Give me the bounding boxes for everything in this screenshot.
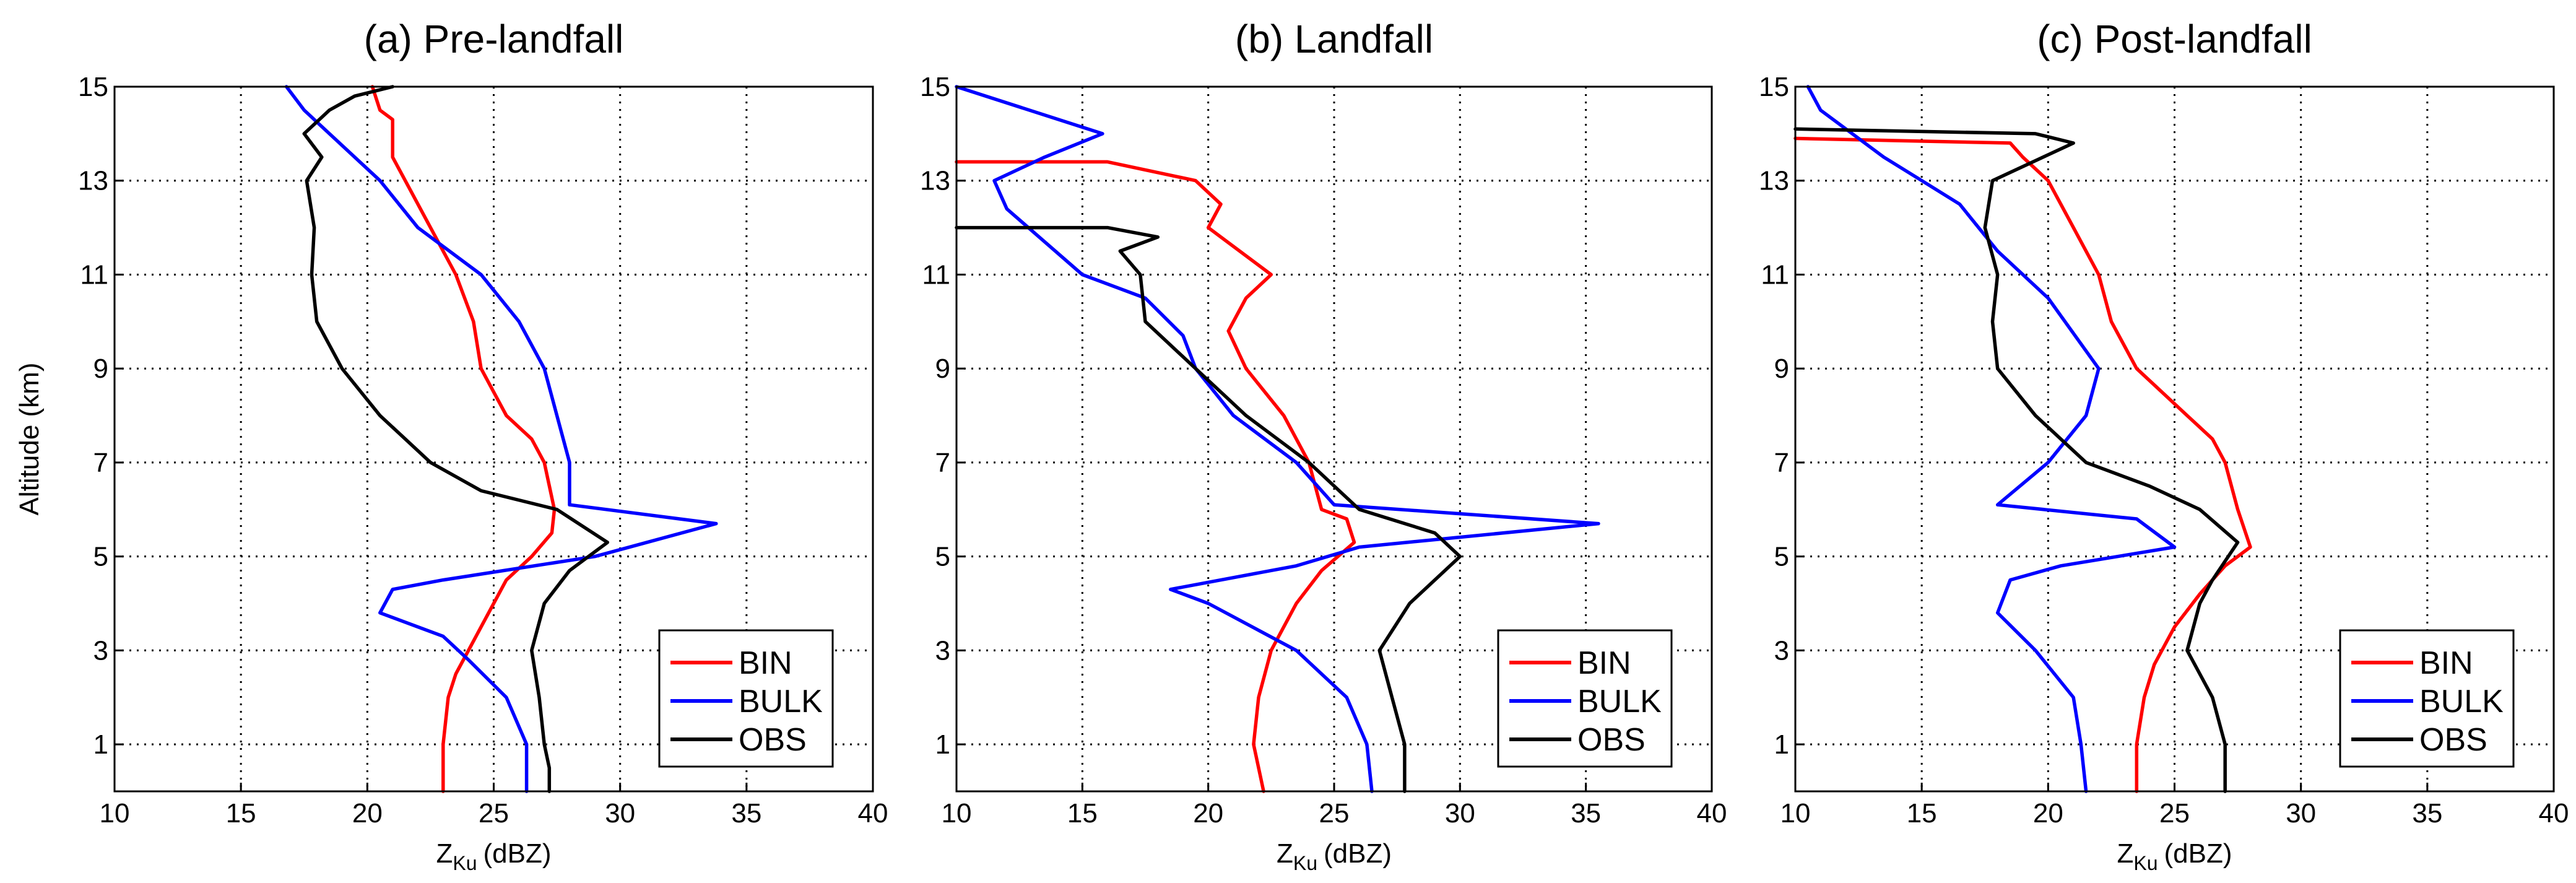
series-line-bin	[955, 160, 1356, 793]
y-tick-label: 7	[93, 448, 108, 478]
x-axis-label-unit: (dBZ)	[1324, 838, 1392, 869]
x-axis-label-unit: (dBZ)	[2164, 838, 2232, 869]
x-tick-label: 30	[2286, 798, 2316, 829]
series-line-bulk	[955, 85, 1600, 793]
y-tick-label: 5	[93, 542, 108, 572]
series-line-obs	[302, 85, 610, 793]
legend-label-obs: OBS	[739, 722, 807, 758]
x-tick-label: 40	[1697, 798, 1727, 829]
series-line-bin	[370, 85, 557, 793]
legend-label-bulk: BULK	[739, 684, 823, 720]
y-tick-label: 1	[1774, 729, 1789, 760]
x-tick-label: 15	[1907, 798, 1937, 829]
y-tick-label: 3	[935, 635, 950, 666]
legend-label-bin: BIN	[1577, 645, 1631, 681]
y-axis-label: Altitude (km)	[14, 363, 45, 516]
x-tick-label: 35	[2412, 798, 2442, 829]
x-tick-label: 20	[352, 798, 383, 829]
x-axis-label-main: Z	[2117, 838, 2133, 869]
series-line-obs	[1793, 127, 2240, 793]
legend-label-bin: BIN	[2419, 645, 2473, 681]
x-tick-label: 30	[605, 798, 635, 829]
chart-title: (c) Post-landfall	[2037, 17, 2312, 61]
x-tick-label: 40	[858, 798, 888, 829]
x-axis-label-main: Z	[1277, 838, 1293, 869]
y-tick-label: 15	[78, 72, 108, 102]
y-tick-label: 15	[1759, 72, 1789, 102]
y-tick-label: 3	[1774, 635, 1789, 666]
x-tick-label: 30	[1445, 798, 1475, 829]
x-tick-label: 15	[226, 798, 256, 829]
legend-box	[2339, 629, 2515, 768]
series-line-bulk	[284, 85, 718, 793]
x-axis-label: ZKu (dBZ)	[1277, 838, 1392, 874]
y-tick-label: 13	[78, 166, 108, 196]
x-tick-label: 25	[1319, 798, 1350, 829]
legend-label-bulk: BULK	[1577, 684, 1662, 720]
y-tick-label: 7	[935, 448, 950, 478]
y-tick-label: 3	[93, 635, 108, 666]
x-tick-label: 10	[1780, 798, 1811, 829]
series-line-bulk	[1806, 85, 2177, 793]
x-axis-label: ZKu (dBZ)	[2117, 838, 2232, 874]
chart-title: (a) Pre-landfall	[364, 17, 624, 61]
x-tick-label: 35	[1571, 798, 1601, 829]
legend-label-obs: OBS	[2419, 722, 2487, 758]
x-axis-label: ZKu (dBZ)	[436, 838, 551, 874]
x-axis-label-sub: Ku	[1293, 852, 1317, 874]
y-tick-label: 11	[80, 259, 108, 290]
legend-label-bulk: BULK	[2419, 684, 2504, 720]
y-tick-label: 5	[1774, 542, 1789, 572]
legend-label-obs: OBS	[1577, 722, 1646, 758]
legend-label-bin: BIN	[739, 645, 792, 681]
legend-box	[1497, 629, 1673, 768]
x-tick-label: 10	[942, 798, 972, 829]
legend-box	[658, 629, 834, 768]
y-tick-label: 13	[1759, 166, 1789, 196]
x-axis-label-sub: Ku	[453, 852, 477, 874]
y-tick-label: 9	[935, 354, 950, 384]
x-axis-label-sub: Ku	[2133, 852, 2158, 874]
y-tick-label: 11	[1761, 259, 1789, 290]
y-tick-label: 5	[935, 542, 950, 572]
x-tick-label: 40	[2539, 798, 2569, 829]
y-tick-label: 1	[93, 729, 108, 760]
x-axis-label-main: Z	[436, 838, 453, 869]
y-tick-label: 1	[935, 729, 950, 760]
x-tick-label: 10	[100, 798, 130, 829]
x-tick-label: 20	[1193, 798, 1223, 829]
y-tick-label: 9	[1774, 354, 1789, 384]
series-line-obs	[955, 225, 1462, 793]
x-tick-label: 35	[731, 798, 761, 829]
chart-title: (b) Landfall	[1235, 17, 1433, 61]
y-tick-label: 11	[922, 259, 950, 290]
x-tick-label: 20	[2033, 798, 2063, 829]
y-tick-label: 13	[920, 166, 950, 196]
y-tick-label: 9	[93, 354, 108, 384]
x-tick-label: 15	[1067, 798, 1098, 829]
y-tick-label: 7	[1774, 448, 1789, 478]
x-axis-label-unit: (dBZ)	[484, 838, 552, 869]
x-tick-label: 25	[2159, 798, 2190, 829]
y-tick-label: 15	[920, 72, 950, 102]
series-line-bin	[1793, 136, 2252, 793]
x-tick-label: 25	[479, 798, 509, 829]
